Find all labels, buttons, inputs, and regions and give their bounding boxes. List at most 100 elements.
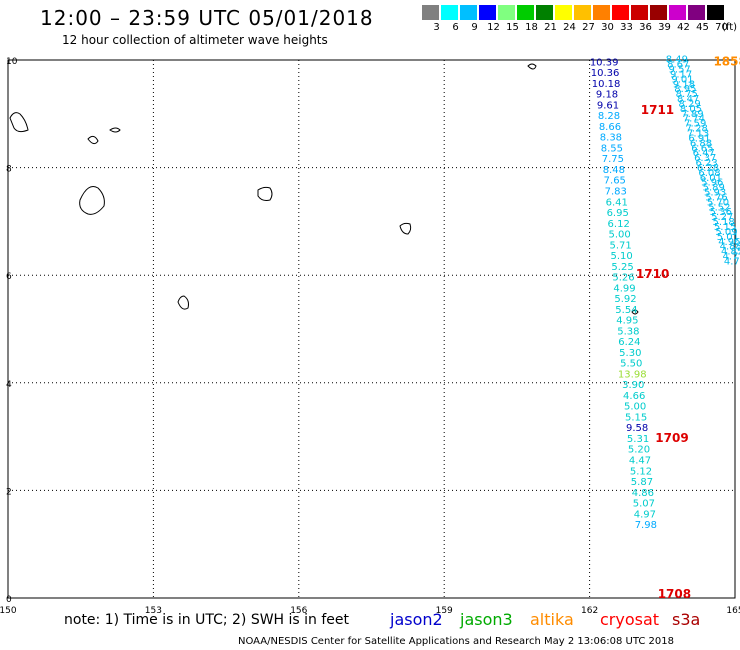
scale-label: 42 [677,22,690,33]
track2-value: 9.57 [669,65,691,76]
track-value: 5.38 [617,326,639,337]
track-value: 6.41 [606,197,628,208]
satellite-cryosat: cryosat [600,610,660,629]
scale-label: 15 [506,22,519,33]
track2-value: 4.71 [724,256,740,267]
track-value: 5.12 [630,466,652,477]
track2-value: 8.49 [666,55,688,66]
track-value: 7.65 [604,176,626,187]
scale-swatch [517,5,534,20]
track2-value: 6.08 [698,168,720,179]
scale-unit: (ft) [722,22,738,33]
track2-value: 8.47 [677,94,699,105]
scale-label: 36 [639,22,652,33]
time-label: 1710 [636,267,669,281]
x-tick-label: 156 [290,606,307,616]
track-value: 5.00 [624,402,646,413]
track2-value: 7.28 [686,124,708,135]
track-value: 10.36 [591,68,620,79]
track2-value: 8.29 [678,99,700,110]
track2-value: 5.01 [717,232,739,243]
track-value: 9.61 [597,100,619,111]
scale-label: 3 [433,22,440,33]
scale-label: 70 [715,22,728,33]
track-value: 5.20 [628,445,650,456]
island-outlines [9,63,639,315]
y-tick-label: 8 [6,165,12,175]
x-tick-label: 162 [581,606,598,616]
track2-value: 8.75 [676,89,698,100]
track-value: 4.99 [613,283,635,294]
track-value: 6.95 [607,208,629,219]
track-value: 4.47 [629,456,651,467]
track2-value: 8.95 [674,84,696,95]
chart-subtitle: 12 hour collection of altimeter wave hei… [62,33,328,47]
track2-value: 6.23 [695,158,717,169]
track-value: 4.95 [616,316,638,327]
track2-value: 6.37 [694,153,716,164]
chart-title: 12:00 – 23:59 UTC 05/01/2018 [40,6,374,30]
scale-swatch [460,5,477,20]
track-value: 5.07 [633,499,655,510]
island-2 [87,135,99,145]
track2-value: 9.17 [670,69,692,80]
track2-value: 5.76 [705,192,727,203]
time-label: 1709 [655,431,688,445]
track2-value: 5.15 [714,222,736,233]
track-value: 5.25 [611,262,633,273]
axis-ticks: 150 153 156 159 162 165 0 2 4 6 8 10 [0,57,740,616]
track2-value: 4.96 [718,237,740,248]
satellite-s3a: s3a [672,610,701,629]
satellite-jason2: jason2 [390,610,443,629]
track2-value: 9.18 [673,79,695,90]
track-value: 8.28 [598,111,620,122]
track2-value: 9.01 [671,74,693,85]
track-value: 5.71 [609,240,631,251]
track2-value: 6.65 [691,143,713,154]
y-tick-label: 6 [6,272,12,282]
track2-value: 4.88 [720,242,740,253]
track-value: 5.87 [631,477,653,488]
y-tick-label: 4 [6,380,12,390]
y-tick-label: 0 [6,595,12,605]
island-1 [9,112,29,133]
track-value: 5.50 [620,359,642,370]
island-4 [79,186,105,215]
track-value: 5.30 [619,348,641,359]
x-tick-label: 165 [726,606,740,616]
scale-label: 9 [471,22,478,33]
track-value: 3.90 [622,380,644,391]
track2-value: 7.13 [687,129,709,140]
x-tick-label: 159 [436,606,453,616]
scale-swatch [498,5,515,20]
scale-label: 45 [696,22,709,33]
scale-label: 27 [582,22,595,33]
secondary-track-labels: 8.498.679.579.179.019.188.958.758.478.29… [666,55,740,268]
island-7 [177,295,189,310]
scale-label: 30 [601,22,614,33]
scale-swatch [707,5,724,20]
track-value: 5.54 [615,305,637,316]
track-value: 9.58 [626,423,648,434]
track2-value: 5.70 [707,197,729,208]
scale-swatch [555,5,572,20]
credit-line: NOAA/NESDIS Center for Satellite Applica… [238,636,674,647]
satellite-altika: altika [530,610,574,629]
scale-swatch [688,5,705,20]
scale-label: 24 [563,22,576,33]
scale-label: 21 [544,22,557,33]
scale-label: 33 [620,22,633,33]
track-value: 8.48 [603,165,625,176]
track-value: 5.92 [614,294,636,305]
track-value: 5.26 [612,273,634,284]
track-labels: 10.3910.3610.189.189.618.288.668.388.557… [590,57,657,531]
track2-value: 7.59 [684,119,706,130]
track-value: 9.18 [596,90,618,101]
scale-swatch [631,5,648,20]
track2-value: 7.89 [681,109,703,120]
x-tick-label: 150 [0,606,17,616]
scale-swatch [574,5,591,20]
time-labels: 1711 1710 1709 1708 1858 [636,54,740,601]
track-value: 8.66 [599,122,621,133]
island-6 [399,222,412,235]
